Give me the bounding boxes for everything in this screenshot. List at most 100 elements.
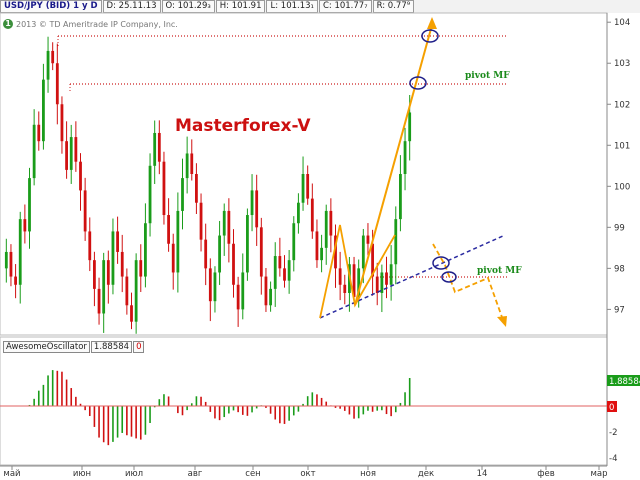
candle-body: [380, 272, 384, 293]
candle-body: [408, 112, 412, 142]
support-trendline: [319, 234, 506, 319]
pivot-label-bottom: pivot MF: [477, 266, 522, 276]
pivot-label-top: pivot MF: [465, 71, 510, 81]
candle-body: [185, 153, 189, 179]
candle-body: [361, 235, 365, 269]
info-badge-icon: 1: [3, 19, 13, 29]
candle-body: [292, 223, 296, 261]
candle-body: [55, 63, 59, 105]
candle-body: [213, 272, 217, 302]
time-tick-label: ноя: [360, 469, 376, 479]
candle-body: [227, 210, 231, 244]
candle-body: [334, 235, 337, 269]
price-tick-label: 97: [614, 305, 625, 315]
price-tick-label: 99: [614, 223, 625, 233]
candle-body: [65, 141, 68, 170]
candle-body: [171, 243, 175, 273]
target-circle-low-1: [432, 256, 450, 270]
candle-body: [93, 260, 96, 289]
candle-body: [167, 215, 170, 244]
price-tick-label: 104: [614, 18, 630, 28]
candle-body: [204, 239, 208, 269]
candle-body: [199, 202, 203, 240]
chart-toolbar: USD/JPY (BID) 1 y D D: 25.11.13 O: 101.2…: [0, 0, 640, 13]
oscillator-axis: 2-2-4: [609, 376, 617, 464]
indicator-name[interactable]: AwesomeOscillator: [3, 341, 90, 353]
candle-body: [403, 141, 407, 174]
candle-body: [315, 231, 319, 261]
candle-body: [343, 284, 347, 293]
candle-body: [190, 153, 194, 174]
candle-body: [9, 251, 13, 277]
candle-body: [83, 190, 87, 232]
candle-body: [287, 260, 291, 281]
candle-body: [236, 284, 240, 310]
candle-body: [4, 251, 8, 269]
time-tick-label: фев: [537, 469, 555, 479]
time-tick-label: мар: [590, 469, 607, 479]
candle-body: [125, 276, 129, 306]
forecast-up-arrow: [354, 24, 433, 306]
candle-body: [371, 243, 374, 277]
candle-body: [269, 288, 272, 306]
candle-body: [134, 260, 138, 322]
time-tick-label: сен: [245, 469, 260, 479]
osc-tick-label: -4: [609, 454, 617, 464]
candle-body: [232, 243, 235, 285]
candle-body: [74, 137, 78, 162]
candle-body: [246, 215, 249, 273]
candle-body: [273, 256, 277, 289]
candle-body: [250, 190, 254, 216]
candle-body: [366, 235, 370, 244]
time-axis: май июн июл авг сен окт ноя дек 14 фев мар: [3, 466, 608, 479]
candle-body: [394, 219, 398, 265]
candlestick-series: [4, 36, 412, 334]
price-tick-label: 100: [614, 182, 630, 192]
candle-body: [241, 272, 245, 310]
time-tick-label: июн: [73, 469, 91, 479]
oscillator-value-text: 1.88584: [609, 377, 640, 387]
target-circle-mid: [409, 76, 427, 90]
candle-body: [181, 178, 184, 211]
price-tick-label: 103: [614, 59, 630, 69]
indicator-header: AwesomeOscillator 1.88584 0: [3, 341, 145, 353]
candle-body: [111, 231, 115, 285]
arrow-down-head-icon: [497, 316, 507, 327]
wave-pattern: [319, 224, 396, 319]
brand-label: Masterforex-V: [175, 116, 311, 136]
arrow-up-head-icon: [427, 17, 437, 29]
candle-body: [28, 178, 31, 232]
candle-body: [389, 264, 393, 285]
indicator-flag: 0: [133, 341, 145, 353]
candle-body: [301, 174, 305, 203]
indicator-value: 1.88584: [90, 341, 133, 353]
candle-body: [195, 174, 198, 203]
candle-body: [106, 260, 110, 285]
candle-body: [120, 251, 124, 277]
candle-body: [297, 202, 300, 224]
candle-body: [357, 268, 361, 298]
time-tick-label: дек: [418, 469, 434, 479]
time-tick-label: май: [3, 469, 20, 479]
candle-body: [23, 219, 27, 232]
candle-body: [208, 268, 212, 302]
candle-body: [259, 227, 263, 277]
candle-body: [144, 223, 147, 277]
candle-body: [116, 231, 119, 252]
candle-body: [176, 210, 180, 273]
oscillator-pane-frame: [0, 336, 608, 466]
candle-body: [306, 174, 310, 199]
candle-body: [218, 235, 221, 273]
candle-body: [51, 50, 55, 64]
candle-body: [97, 288, 101, 314]
candle-body: [46, 50, 50, 80]
copyright-watermark: 1 2013 © TD Ameritrade IP Company, Inc.: [3, 19, 178, 29]
target-circle-top: [421, 29, 439, 43]
time-tick-label: окт: [300, 469, 315, 479]
time-tick-label: авг: [188, 469, 203, 479]
candle-body: [162, 161, 166, 216]
candle-body: [139, 260, 143, 277]
osc-tick-label: -2: [609, 428, 617, 438]
target-circle-low-2: [441, 271, 457, 283]
